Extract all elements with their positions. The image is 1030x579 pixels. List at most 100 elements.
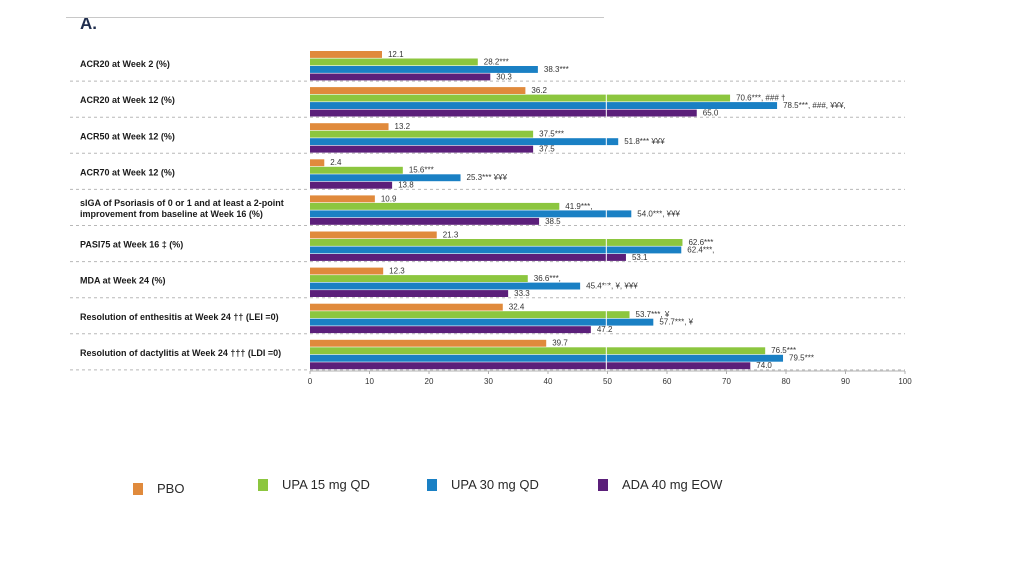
- category-label: improvement from baseline at Week 16 (%): [80, 209, 263, 219]
- bar-ada40: [310, 145, 534, 153]
- x-tick-label: 50: [603, 377, 612, 386]
- x-tick-label: 60: [663, 377, 672, 386]
- bar-ada40: [310, 109, 697, 117]
- data-label-upa30: 25.3*** ¥¥¥: [467, 173, 508, 182]
- data-label-ada40: 65.0: [703, 109, 719, 118]
- category-label: PASI75 at Week 16 ‡ (%): [80, 240, 183, 250]
- data-label-upa15: 76.5***: [771, 346, 796, 355]
- legend-item-ada40: ADA 40 mg EOW: [598, 477, 722, 492]
- bar-ada40: [310, 290, 509, 297]
- category-label: ACR20 at Week 2 (%): [80, 59, 170, 69]
- data-label-ada40: 38.5: [545, 217, 561, 226]
- bar-pbo: [310, 123, 389, 131]
- data-label-pbo: 32.4: [509, 303, 525, 312]
- data-label-pbo: 39.7: [552, 339, 568, 348]
- x-tick-label: 30: [484, 377, 493, 386]
- x-tick-label: 80: [782, 377, 791, 386]
- bar-ada40: [310, 73, 491, 81]
- bar-upa15: [310, 202, 560, 210]
- bar-upa30: [310, 210, 632, 218]
- bar-pbo: [310, 195, 375, 203]
- x-tick-label: 90: [841, 377, 850, 386]
- data-label-upa30: 78.5***, ###, ¥¥¥,: [783, 101, 846, 110]
- data-label-ada40: 30.3: [496, 72, 512, 81]
- data-label-ada40: 53.1: [632, 253, 648, 262]
- data-label-upa30: 79.5***: [789, 354, 814, 363]
- data-label-upa15: 15.6***: [409, 166, 434, 175]
- bar-upa30: [310, 246, 682, 254]
- data-label-upa30: 51.8*** ¥¥¥: [624, 137, 665, 146]
- x-tick-label: 100: [898, 377, 912, 386]
- bar-upa30: [310, 102, 778, 109]
- bar-pbo: [310, 303, 503, 311]
- data-label-upa30: 62.4***,: [687, 245, 714, 254]
- data-label-upa15: 37.5***: [539, 130, 564, 139]
- data-label-pbo: 13.2: [395, 122, 411, 131]
- data-label-pbo: 12.1: [388, 50, 404, 59]
- bar-upa30: [310, 282, 581, 290]
- bar-upa30: [310, 318, 654, 326]
- data-label-upa30: 38.3***: [544, 65, 569, 74]
- data-label-pbo: 36.2: [531, 86, 547, 95]
- data-label-upa15: 53.7***, ¥: [636, 310, 670, 319]
- data-label-pbo: 12.3: [389, 267, 405, 276]
- bar-ada40: [310, 217, 540, 225]
- data-label-upa15: 36.6***,: [534, 274, 561, 283]
- x-tick-label: 70: [722, 377, 731, 386]
- data-label-ada40: 13.8: [398, 181, 414, 190]
- category-label: Resolution of enthesitis at Week 24 †† (…: [80, 312, 279, 322]
- bar-ada40: [310, 254, 626, 261]
- bar-upa15: [310, 130, 534, 138]
- data-label-ada40: 37.5: [539, 145, 555, 154]
- bar-upa30: [310, 66, 538, 73]
- bar-upa30: [310, 354, 784, 362]
- data-label-upa30: 54.0***, ¥¥¥: [637, 209, 680, 218]
- bar-pbo: [310, 51, 382, 58]
- category-label: ACR20 at Week 12 (%): [80, 95, 175, 105]
- bar-pbo: [310, 159, 325, 167]
- data-label-ada40: 33.3: [514, 289, 530, 298]
- legend-item-upa15: UPA 15 mg QD: [258, 477, 370, 492]
- data-label-upa15: 41.9***,: [565, 202, 592, 211]
- bar-upa15: [310, 166, 403, 174]
- bar-pbo: [310, 87, 526, 94]
- bar-pbo: [310, 267, 384, 275]
- bar-upa15: [310, 347, 766, 355]
- category-label: Resolution of dactylitis at Week 24 ††† …: [80, 348, 281, 358]
- data-label-upa15: 28.2***: [484, 57, 509, 66]
- bar-upa15: [310, 311, 630, 319]
- bar-ada40: [310, 181, 393, 189]
- data-label-upa15: 62.6***: [688, 238, 713, 247]
- bar-upa15: [310, 239, 683, 246]
- category-label: sIGA of Psoriasis of 0 or 1 and at least…: [80, 198, 284, 208]
- legend-item-upa30: UPA 30 mg QD: [427, 477, 539, 492]
- bar-upa30: [310, 174, 461, 182]
- data-label-pbo: 21.3: [443, 230, 459, 239]
- legend-label-upa30: UPA 30 mg QD: [451, 477, 539, 492]
- data-label-ada40: 74.0: [756, 361, 772, 370]
- x-tick-label: 0: [308, 377, 313, 386]
- data-label-pbo: 2.4: [330, 158, 342, 167]
- legend-swatch-upa15: [258, 478, 268, 491]
- category-label: MDA at Week 24 (%): [80, 276, 166, 286]
- data-label-upa30: 57.7***, ¥: [659, 318, 693, 327]
- legend-swatch-upa30: [427, 478, 437, 491]
- legend-item-pbo: PBO: [133, 481, 184, 496]
- data-label-ada40: 47.2: [597, 325, 613, 334]
- bar-upa15: [310, 94, 731, 102]
- data-label-upa15: 70.6***, ### †: [736, 94, 785, 103]
- category-label: ACR70 at Week 12 (%): [80, 167, 175, 177]
- legend-label-ada40: ADA 40 mg EOW: [622, 477, 723, 492]
- bar-ada40: [310, 362, 751, 370]
- x-tick-label: 40: [544, 377, 553, 386]
- x-tick-label: 20: [425, 377, 434, 386]
- bar-ada40: [310, 326, 591, 334]
- panel-label: A.: [80, 14, 97, 33]
- bar-pbo: [310, 339, 547, 347]
- category-label: ACR50 at Week 12 (%): [80, 131, 175, 141]
- bar-upa15: [310, 58, 478, 66]
- legend-label-upa15: UPA 15 mg QD: [282, 477, 370, 492]
- data-label-upa30: 45.4***, ¥, ¥¥¥: [586, 282, 638, 291]
